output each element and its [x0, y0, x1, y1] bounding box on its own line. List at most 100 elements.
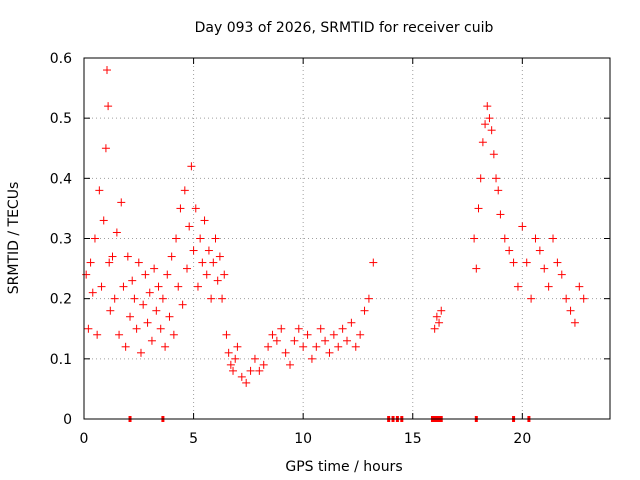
- data-point: [478, 138, 487, 147]
- data-point: [281, 348, 290, 357]
- y-tick-label: 0: [63, 412, 72, 428]
- data-point: [174, 282, 183, 291]
- data-point: [557, 270, 566, 279]
- data-point: [136, 348, 145, 357]
- data-point: [364, 294, 373, 303]
- data-point: [226, 360, 235, 369]
- data-point: [123, 252, 132, 261]
- data-point: [97, 282, 106, 291]
- data-point: [430, 324, 439, 333]
- data-point: [204, 246, 213, 255]
- data-point: [522, 258, 531, 267]
- data-point: [112, 228, 121, 237]
- y-tick-label: 0.3: [50, 232, 72, 248]
- data-point: [325, 348, 334, 357]
- data-point: [570, 318, 579, 327]
- data-point: [139, 300, 148, 309]
- axis-ticks: 0 0.1 0.2 0.3 0.4 0.5 0.6 0 5 10 15 20: [50, 51, 610, 447]
- data-point: [86, 258, 95, 267]
- data-point: [193, 282, 202, 291]
- data-point: [134, 258, 143, 267]
- data-point: [360, 306, 369, 315]
- data-point: [229, 366, 238, 375]
- data-point: [231, 354, 240, 363]
- data-point: [196, 234, 205, 243]
- data-point: [540, 264, 549, 273]
- data-point: [246, 366, 255, 375]
- y-tick-label: 0.4: [50, 171, 72, 187]
- data-point: [544, 282, 553, 291]
- x-tick-label: 10: [294, 431, 312, 447]
- x-tick-label: 15: [404, 431, 422, 447]
- data-point: [121, 342, 130, 351]
- data-point: [180, 186, 189, 195]
- data-point: [211, 234, 220, 243]
- data-point: [90, 234, 99, 243]
- data-point: [369, 258, 378, 267]
- data-point: [531, 234, 540, 243]
- data-point: [191, 204, 200, 213]
- data-point: [494, 186, 503, 195]
- data-point: [101, 144, 110, 153]
- plot-frame: [83, 57, 611, 420]
- data-point: [549, 234, 558, 243]
- data-point: [145, 288, 154, 297]
- data-point: [237, 372, 246, 381]
- data-point: [483, 102, 492, 111]
- data-point: [108, 252, 117, 261]
- data-point: [88, 288, 97, 297]
- data-point: [220, 270, 229, 279]
- y-axis-label: SRMTID / TECUs: [6, 182, 22, 295]
- data-point: [165, 312, 174, 321]
- data-point: [481, 120, 490, 129]
- data-point: [163, 270, 172, 279]
- data-point: [110, 294, 119, 303]
- data-point: [143, 318, 152, 327]
- data-point: [435, 318, 444, 327]
- grid: [84, 58, 610, 419]
- data-point: [224, 348, 233, 357]
- data-points: [82, 66, 588, 387]
- data-point: [130, 294, 139, 303]
- data-point: [492, 174, 501, 183]
- data-point: [215, 252, 224, 261]
- data-point: [334, 342, 343, 351]
- data-point: [202, 270, 211, 279]
- data-point: [154, 282, 163, 291]
- data-point: [575, 282, 584, 291]
- data-point: [312, 342, 321, 351]
- data-point: [489, 150, 498, 159]
- data-point: [99, 216, 108, 225]
- data-point: [470, 234, 479, 243]
- data-point: [93, 330, 102, 339]
- data-point: [106, 306, 115, 315]
- data-point: [272, 336, 281, 345]
- data-point: [351, 342, 360, 351]
- data-point: [189, 246, 198, 255]
- data-point: [474, 204, 483, 213]
- data-point: [126, 312, 135, 321]
- data-point: [255, 366, 264, 375]
- data-point: [316, 324, 325, 333]
- data-point: [172, 234, 181, 243]
- data-point: [150, 264, 159, 273]
- data-point: [513, 282, 522, 291]
- data-point: [432, 312, 441, 321]
- data-point: [152, 306, 161, 315]
- data-point: [167, 252, 176, 261]
- data-point: [472, 264, 481, 273]
- data-point: [268, 330, 277, 339]
- data-point: [562, 294, 571, 303]
- data-point: [286, 360, 295, 369]
- data-point: [553, 258, 562, 267]
- data-point: [82, 270, 91, 279]
- data-point: [147, 336, 156, 345]
- data-point: [476, 174, 485, 183]
- data-point: [277, 324, 286, 333]
- data-point: [505, 246, 514, 255]
- data-point: [176, 204, 185, 213]
- data-point: [566, 306, 575, 315]
- data-point: [509, 258, 518, 267]
- data-point: [213, 276, 222, 285]
